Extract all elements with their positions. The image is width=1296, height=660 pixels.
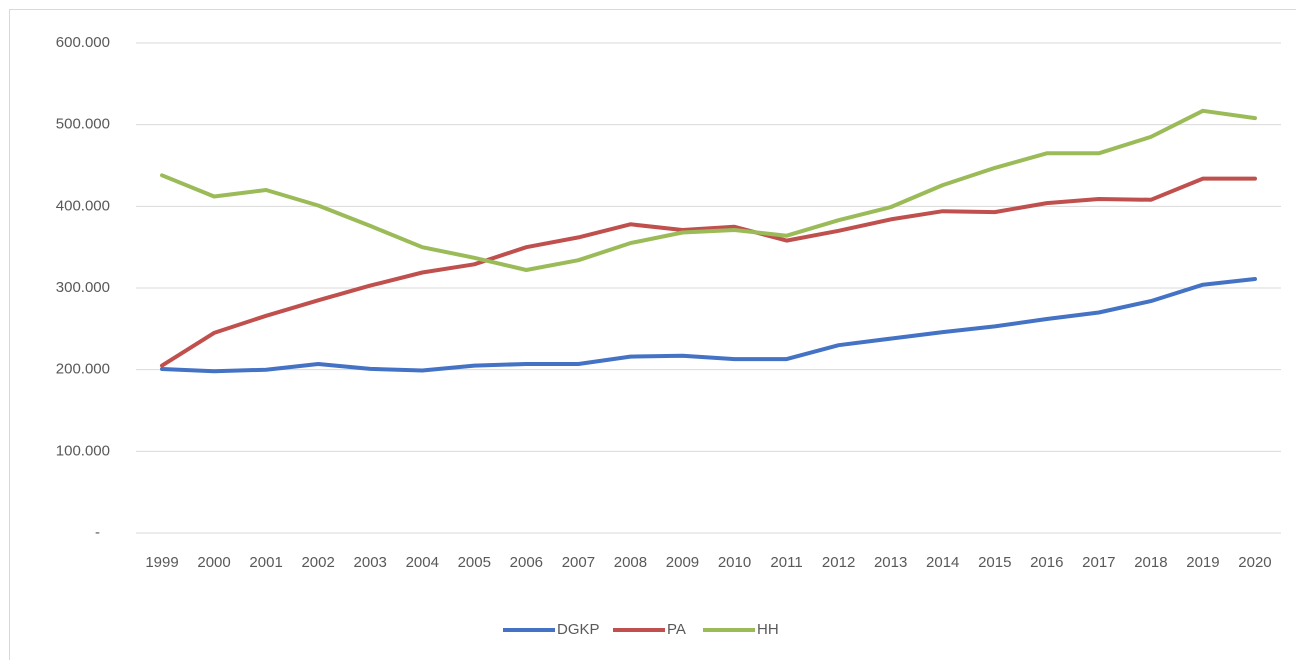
line-series	[160, 176, 1257, 368]
x-tick-label: 2000	[197, 554, 230, 571]
x-tick-label: 2016	[1030, 554, 1063, 571]
x-tick-label: 2002	[301, 554, 334, 571]
x-tick-label: 2011	[770, 554, 802, 571]
y-tick-label: 300.000	[56, 279, 110, 296]
legend-label: DGKP	[557, 621, 600, 638]
x-tick-label: 2003	[354, 554, 387, 571]
x-tick-label: 2020	[1238, 554, 1271, 571]
y-tick-label: -	[95, 524, 100, 541]
x-tick-label: 2005	[458, 554, 491, 571]
y-tick-label: 200.000	[56, 361, 110, 378]
y-tick-label: 600.000	[56, 34, 110, 51]
x-tick-label: 2015	[978, 554, 1011, 571]
y-tick-label: 500.000	[56, 116, 110, 133]
x-tick-label: 2007	[562, 554, 595, 571]
x-tick-label: 2001	[249, 554, 282, 571]
x-tick-label: 2004	[406, 554, 439, 571]
line-series	[160, 108, 1257, 272]
x-tick-label: 2006	[510, 554, 543, 571]
x-tick-label: 2018	[1134, 554, 1167, 571]
line-series	[160, 277, 1257, 374]
y-tick-label: 400.000	[56, 197, 110, 214]
x-tick-label: 2017	[1082, 554, 1115, 571]
x-tick-label: 2013	[874, 554, 907, 571]
legend-label: PA	[667, 621, 686, 638]
x-tick-label: 2012	[822, 554, 855, 571]
chart-frame	[9, 9, 1296, 660]
x-tick-label: 2008	[614, 554, 647, 571]
x-tick-label: 2014	[926, 554, 959, 571]
x-tick-label: 1999	[145, 554, 178, 571]
x-tick-label: 2009	[666, 554, 699, 571]
y-tick-label: 100.000	[56, 442, 110, 459]
x-tick-label: 2019	[1186, 554, 1219, 571]
legend-label: HH	[757, 621, 779, 638]
x-tick-label: 2010	[718, 554, 751, 571]
